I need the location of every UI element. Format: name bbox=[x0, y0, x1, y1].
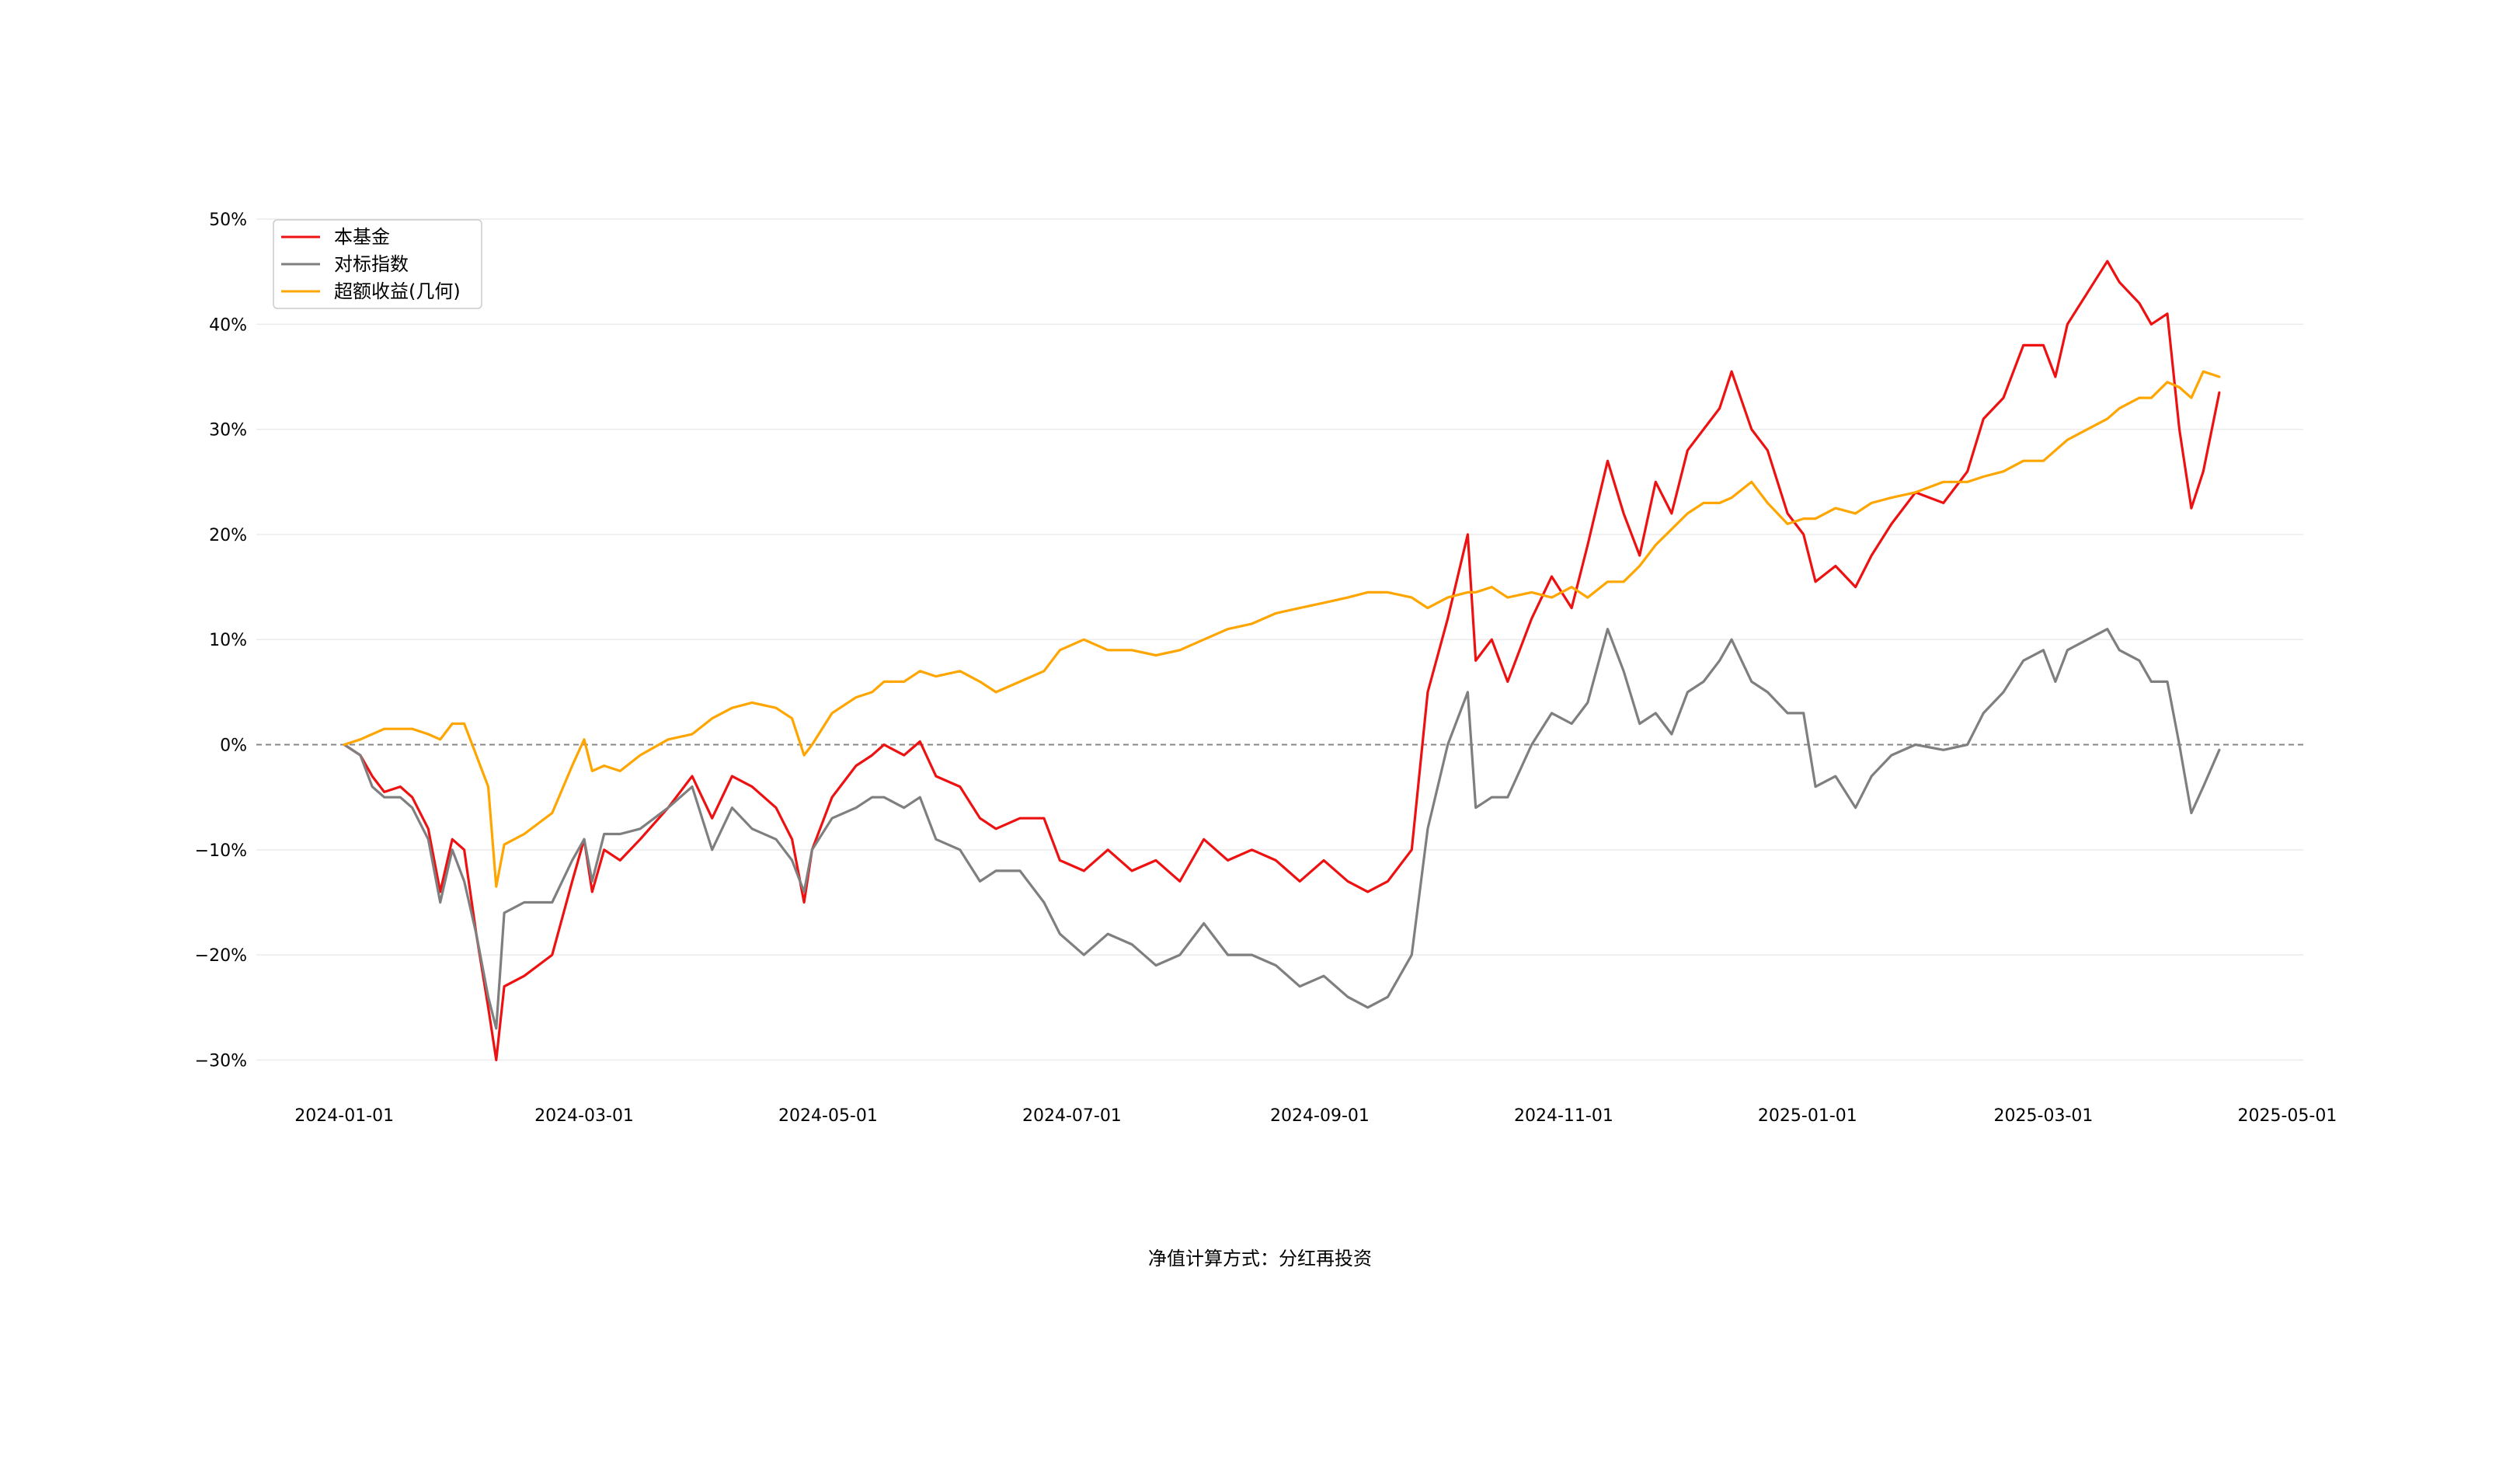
x-tick-label: 2024-11-01 bbox=[1514, 1106, 1613, 1126]
x-tick-label: 2024-03-01 bbox=[534, 1106, 634, 1126]
y-tick-label: −30% bbox=[195, 1051, 247, 1071]
y-tick-label: −10% bbox=[195, 841, 247, 861]
x-tick-label: 2025-05-01 bbox=[2237, 1106, 2337, 1126]
x-axis: 2024-01-01 2024-03-01 2024-05-01 2024-07-01… bbox=[294, 1106, 2337, 1126]
legend-label-2: 超额收益(几何) bbox=[334, 280, 461, 302]
y-tick-label: 20% bbox=[209, 526, 247, 545]
legend-label-1: 对标指数 bbox=[334, 253, 409, 275]
y-tick-label: 10% bbox=[209, 631, 247, 650]
y-axis: 50% 40% 30% 20% 10% 0% −10% −20% −30% bbox=[195, 211, 247, 1071]
legend-label-0: 本基金 bbox=[334, 226, 390, 248]
series-line-0 bbox=[343, 259, 2221, 1062]
series-line-1 bbox=[343, 628, 2221, 1030]
series-layer bbox=[343, 259, 2221, 1062]
x-tick-label: 2025-01-01 bbox=[1758, 1106, 1857, 1126]
x-tick-label: 2024-09-01 bbox=[1270, 1106, 1370, 1126]
y-tick-label: 40% bbox=[209, 315, 247, 335]
y-tick-label: 0% bbox=[220, 736, 247, 756]
series-line-2 bbox=[343, 370, 2221, 888]
y-tick-label: 50% bbox=[209, 211, 247, 230]
x-tick-label: 2025-03-01 bbox=[1994, 1106, 2094, 1126]
grid-lines bbox=[256, 218, 2303, 1061]
y-tick-label: −20% bbox=[195, 946, 247, 966]
y-tick-label: 30% bbox=[209, 421, 247, 441]
legend: 本基金 对标指数 超额收益(几何) bbox=[273, 219, 482, 309]
x-tick-label: 2024-07-01 bbox=[1022, 1106, 1122, 1126]
footnote: 净值计算方式：分红再投资 bbox=[1148, 1248, 1372, 1269]
legend-box bbox=[273, 219, 482, 309]
x-tick-label: 2024-05-01 bbox=[778, 1106, 878, 1126]
x-tick-label: 2024-01-01 bbox=[294, 1106, 394, 1126]
